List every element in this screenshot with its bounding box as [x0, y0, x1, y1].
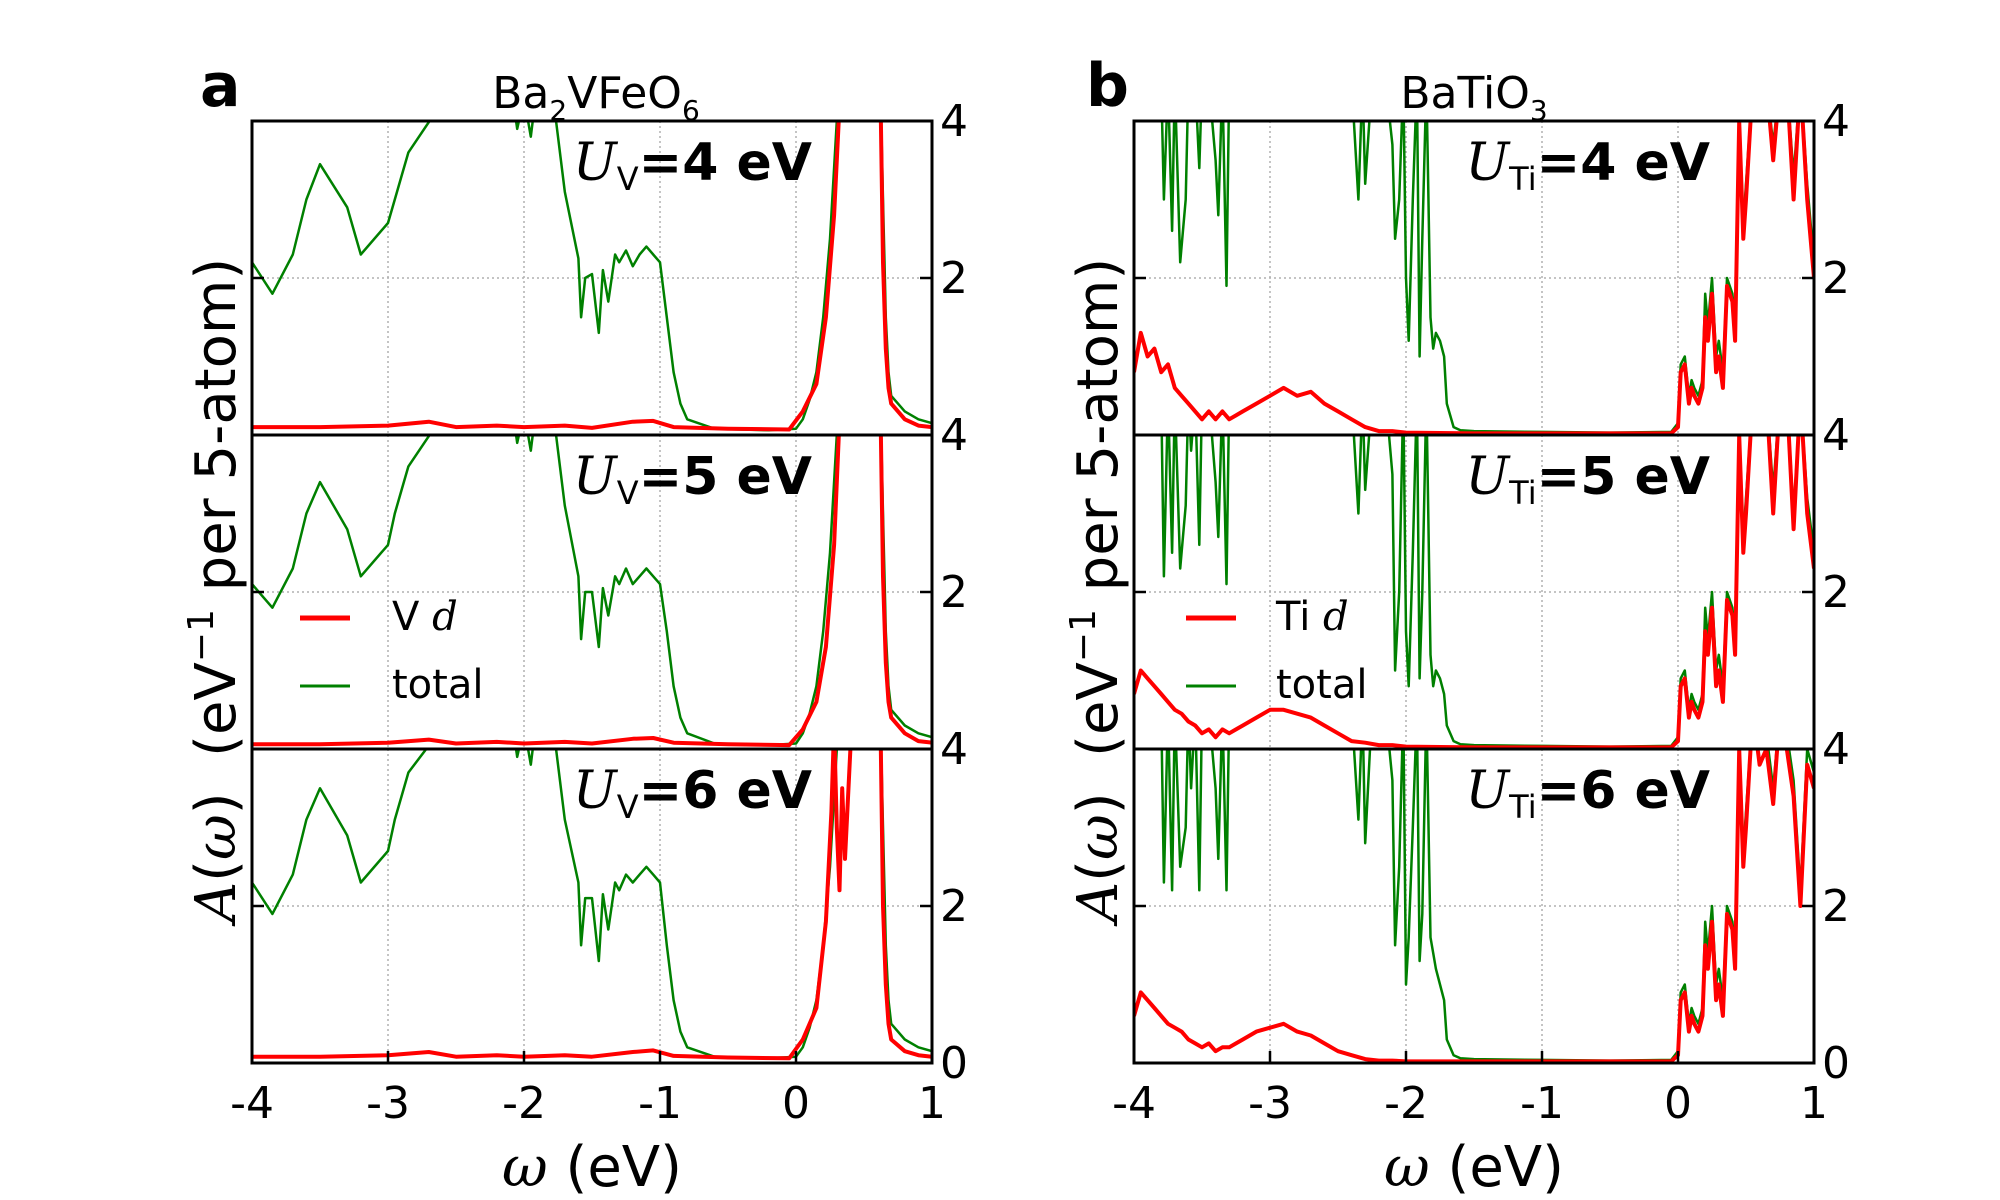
y-tick-label: 4 — [1822, 96, 1850, 147]
legend: V d total — [300, 594, 483, 708]
series-total-line — [252, 121, 932, 432]
legend-label-total: total — [1276, 662, 1367, 708]
x-tick-label: 1 — [918, 1078, 946, 1129]
y-tick-labels: 4 2 4 2 4 2 0 — [1822, 96, 1850, 1089]
y-tick-label: 4 — [940, 96, 968, 147]
y-tick-marks — [252, 119, 932, 1065]
panel-a: a Ba2VFeO6 A(ω) (eV−1 per 5-atom) ω (eV) — [181, 51, 968, 1200]
subplot-a-1: UV=4 eV — [250, 119, 934, 437]
x-tick-label: -1 — [638, 1078, 682, 1129]
subplot-b-3: UTi=6 eV — [1132, 747, 1816, 1065]
y-tick-label: 4 — [940, 724, 968, 775]
x-tick-label: 0 — [782, 1078, 810, 1129]
u-annotation: UTi=4 eV — [1465, 133, 1710, 198]
panel-title: BaTiO3 — [1400, 68, 1547, 127]
x-tick-label: -3 — [1248, 1078, 1292, 1129]
x-tick-label: 0 — [1664, 1078, 1692, 1129]
x-axis-title: ω (eV) — [502, 1135, 682, 1200]
series-tid-line — [1134, 121, 1814, 435]
legend-label-total: total — [392, 662, 483, 708]
subplot-a-2: UV=5 eV V d total — [250, 433, 934, 751]
y-tick-label: 2 — [940, 567, 968, 618]
panel-label: b — [1086, 51, 1129, 121]
x-tick-labels: -4 -3 -2 -1 0 1 — [230, 1078, 946, 1129]
subplot-b-2: UTi=5 eV Ti d total — [1132, 433, 1816, 751]
y-tick-label: 2 — [1822, 253, 1850, 304]
svg-text:A(ω) (eV−1 per 5-atom): A(ω) (eV−1 per 5-atom) — [181, 258, 249, 928]
legend-label-vd: V d — [392, 594, 458, 640]
y-tick-label: 2 — [1822, 881, 1850, 932]
y-tick-labels: 4 2 4 2 4 2 0 — [940, 96, 968, 1089]
y-tick-label: 0 — [1822, 1038, 1850, 1089]
x-tick-label: -1 — [1520, 1078, 1564, 1129]
x-tick-label: -2 — [1384, 1078, 1428, 1129]
x-tick-label: -3 — [366, 1078, 410, 1129]
u-annotation: UTi=5 eV — [1465, 447, 1710, 512]
y-tick-marks — [1134, 119, 1814, 1065]
panel-label: a — [200, 51, 241, 121]
svg-text:A(ω) (eV−1 per 5-atom): A(ω) (eV−1 per 5-atom) — [1063, 258, 1131, 928]
series-tid-line — [1134, 435, 1814, 749]
x-tick-label: -4 — [230, 1078, 274, 1129]
series-total-line — [252, 435, 932, 747]
y-axis-title: A(ω) (eV−1 per 5-atom) — [181, 258, 249, 928]
panel-b: b BaTiO3 A(ω) (eV−1 per 5-atom) ω (eV) — [1063, 51, 1850, 1200]
u-annotation: UV=5 eV — [573, 447, 812, 512]
series-vd-line — [252, 121, 932, 432]
legend: Ti d total — [1186, 594, 1367, 708]
y-tick-label: 0 — [940, 1038, 968, 1089]
legend-label-tid: Ti d — [1275, 594, 1349, 640]
y-tick-label: 4 — [1822, 724, 1850, 775]
series-tid-line — [1134, 749, 1814, 1063]
y-tick-label: 2 — [940, 881, 968, 932]
x-tick-marks — [1268, 1051, 1680, 1063]
u-annotation: UV=4 eV — [573, 133, 812, 198]
y-axis-title: A(ω) (eV−1 per 5-atom) — [1063, 258, 1131, 928]
y-tick-label: 4 — [940, 410, 968, 461]
x-tick-labels: -4 -3 -2 -1 0 1 — [1112, 1078, 1828, 1129]
series-vd-line — [252, 749, 932, 1061]
subplot-a-3: UV=6 eV — [250, 747, 934, 1065]
series-total-line — [252, 749, 932, 1060]
x-tick-marks — [386, 1051, 798, 1063]
y-tick-label: 2 — [940, 253, 968, 304]
subplot-b-1: UTi=4 eV — [1132, 119, 1816, 437]
x-axis-title: ω (eV) — [1384, 1135, 1564, 1200]
y-tick-label: 4 — [1822, 410, 1850, 461]
u-annotation: UV=6 eV — [573, 761, 812, 826]
series-vd-line — [252, 435, 932, 748]
y-tick-label: 2 — [1822, 567, 1850, 618]
x-tick-label: -2 — [502, 1078, 546, 1129]
x-tick-label: -4 — [1112, 1078, 1156, 1129]
panel-title: Ba2VFeO6 — [492, 68, 700, 127]
u-annotation: UTi=6 eV — [1465, 761, 1710, 826]
x-tick-label: 1 — [1800, 1078, 1828, 1129]
